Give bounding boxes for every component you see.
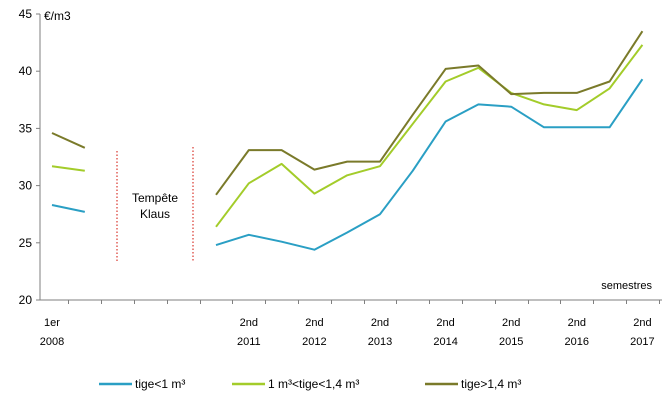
x-tick-label: 2nd — [633, 317, 651, 329]
annotation-text: Klaus — [140, 207, 170, 221]
x-tick-label: 2011 — [237, 336, 261, 348]
x-tick-label: 2nd — [371, 317, 389, 329]
legend: tige<1 m³ 1 m³<tige<1,4 m³ tige>1,4 m³ — [99, 377, 521, 391]
axes: 20 25 30 35 40 45 1er 2008 2nd 2011 2nd 2012 2nd 2013… — [19, 7, 662, 348]
x-tick-label: 2nd — [436, 317, 454, 329]
y-axis-unit-label: €/m3 — [44, 9, 71, 23]
y-tick-label: 30 — [19, 179, 33, 193]
legend-label-3: tige>1,4 m³ — [461, 377, 521, 391]
x-tick-label: 2016 — [565, 336, 589, 348]
x-tick-label: 2014 — [433, 336, 457, 348]
x-tick-label: 2nd — [502, 317, 520, 329]
x-tick-label: 2008 — [40, 336, 64, 348]
x-tick-label: 1er — [44, 317, 60, 329]
x-tick-label: 2nd — [568, 317, 586, 329]
x-tick-label: 2nd — [240, 317, 258, 329]
x-tick-label: 2013 — [368, 336, 392, 348]
series-line-1-segment-1 — [51, 204, 86, 213]
series-line-3-segment-2 — [215, 30, 644, 196]
x-tick-label: 2012 — [302, 336, 326, 348]
series-line-1-segment-2 — [215, 78, 644, 251]
annotation-text: Tempête — [132, 191, 178, 205]
chart-marks — [51, 30, 644, 251]
series-line-2-segment-2 — [215, 44, 644, 228]
x-axis-label: semestres — [601, 280, 652, 292]
y-tick-label: 35 — [19, 121, 33, 135]
y-tick-label: 45 — [19, 7, 33, 21]
legend-label-2: 1 m³<tige<1,4 m³ — [268, 377, 359, 391]
y-tick-label: 20 — [19, 293, 33, 307]
y-tick-label: 25 — [19, 236, 33, 250]
x-tick-label: 2nd — [305, 317, 323, 329]
legend-label-1: tige<1 m³ — [135, 377, 185, 391]
tempete-klaus-annotation: Tempête Klaus — [116, 147, 194, 262]
y-tick-label: 40 — [19, 64, 33, 78]
series-line-3-segment-1 — [51, 132, 86, 149]
series-line-2-segment-1 — [51, 165, 85, 172]
x-tick-label: 2015 — [499, 336, 523, 348]
x-tick-label: 2017 — [630, 336, 654, 348]
